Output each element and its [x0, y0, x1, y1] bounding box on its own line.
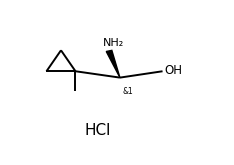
- Text: &1: &1: [123, 86, 133, 96]
- Polygon shape: [106, 50, 120, 78]
- Text: HCl: HCl: [85, 123, 111, 138]
- Text: NH₂: NH₂: [103, 38, 124, 48]
- Text: OH: OH: [164, 64, 182, 77]
